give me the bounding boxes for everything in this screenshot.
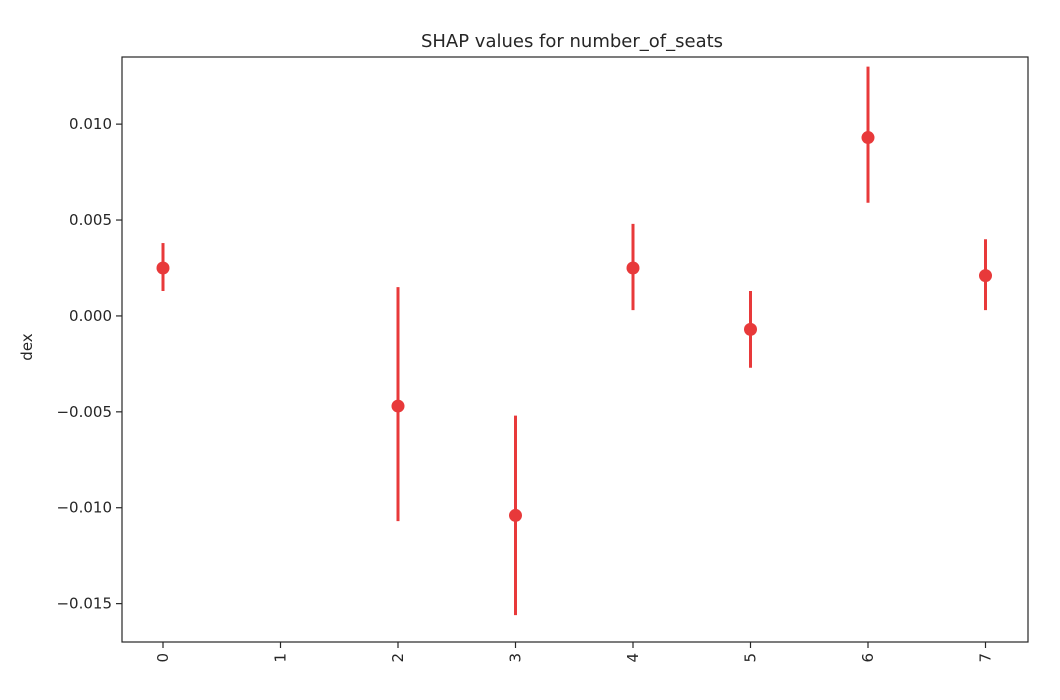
y-tick-label: −0.015 <box>56 595 112 613</box>
y-axis-title: dex <box>18 333 36 360</box>
x-tick-label: 0 <box>154 653 172 663</box>
y-tick-label: −0.010 <box>56 499 112 517</box>
x-tick-label: 6 <box>859 653 877 663</box>
y-tick-label: −0.005 <box>56 403 112 421</box>
y-axis-ticks: 0.010 0.005 0.000 −0.005 −0.010 −0.015 <box>56 115 122 613</box>
x-tick-label: 5 <box>742 653 760 663</box>
data-point <box>509 508 522 522</box>
data-point <box>979 269 992 283</box>
plot-frame <box>121 56 1029 643</box>
x-tick-label: 3 <box>507 653 525 663</box>
y-tick-label: 0.000 <box>69 307 112 325</box>
data-point <box>391 399 405 413</box>
x-axis-ticks: 0 1 2 3 4 5 6 7 <box>154 642 995 663</box>
y-tick-label: 0.010 <box>69 115 112 133</box>
x-tick-label: 7 <box>977 653 995 663</box>
x-tick-label: 1 <box>272 653 290 663</box>
plot-marks <box>156 66 992 616</box>
data-point <box>744 322 757 336</box>
chart-title: SHAP values for number_of_seats <box>421 31 723 52</box>
x-tick-label: 4 <box>624 653 642 663</box>
data-point <box>861 131 875 145</box>
y-tick-label: 0.005 <box>69 211 112 229</box>
data-point <box>626 261 640 275</box>
x-tick-label: 2 <box>389 653 407 663</box>
data-point <box>156 261 170 275</box>
